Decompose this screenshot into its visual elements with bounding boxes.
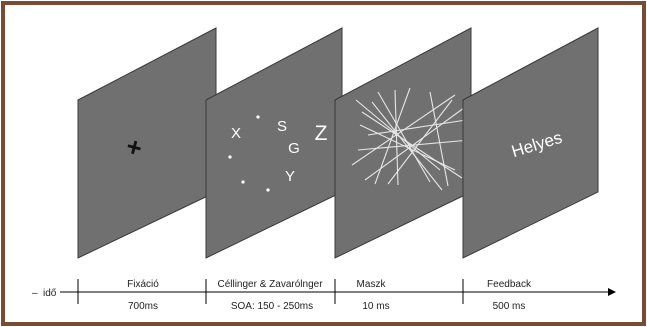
mask-line [367,119,467,136]
axis-prefix: – [32,288,38,299]
phase-title: Feedback [487,279,532,290]
letter-x: X [231,125,241,142]
mask-line [374,87,411,185]
placeholder-dot [266,188,270,192]
letter-z: Z [315,122,328,145]
fixation-cross-icon: + [123,131,145,164]
mask-line [364,104,469,181]
mask-line [429,91,449,187]
letter-y: Y [285,168,295,185]
axis-label: idő [43,288,57,299]
mask-line [355,99,441,171]
phase-title: Maszk [357,279,387,290]
target-distractor-panel: X S G Z Y [205,27,343,259]
letter-g: G [288,140,300,157]
time-axis-arrowhead [608,288,616,296]
mask-line [387,99,453,185]
timeline: – idő Fixáció 700ms Céllinger & Zavaróln… [32,279,616,312]
feedback-panel: Helyes [462,27,599,259]
mask-line [394,89,399,186]
phase-duration: 10 ms [362,301,389,312]
mask-panel [334,27,472,259]
placeholder-dot [228,155,232,159]
phase-duration: 500 ms [493,301,526,312]
placeholder-dot [256,115,260,119]
mask-line [361,111,463,179]
fixation-panel: + [77,27,217,259]
letter-s: S [277,118,287,135]
phase-duration: SOA: 150 - 250ms [231,301,313,312]
phase-duration: 700ms [128,301,158,312]
phase-title: Céllinger & Zavarólnger [217,279,323,290]
phase-title: Fixáció [127,279,159,290]
line-mask [351,87,471,191]
mask-line [377,91,431,183]
placeholder-dot [241,180,245,184]
